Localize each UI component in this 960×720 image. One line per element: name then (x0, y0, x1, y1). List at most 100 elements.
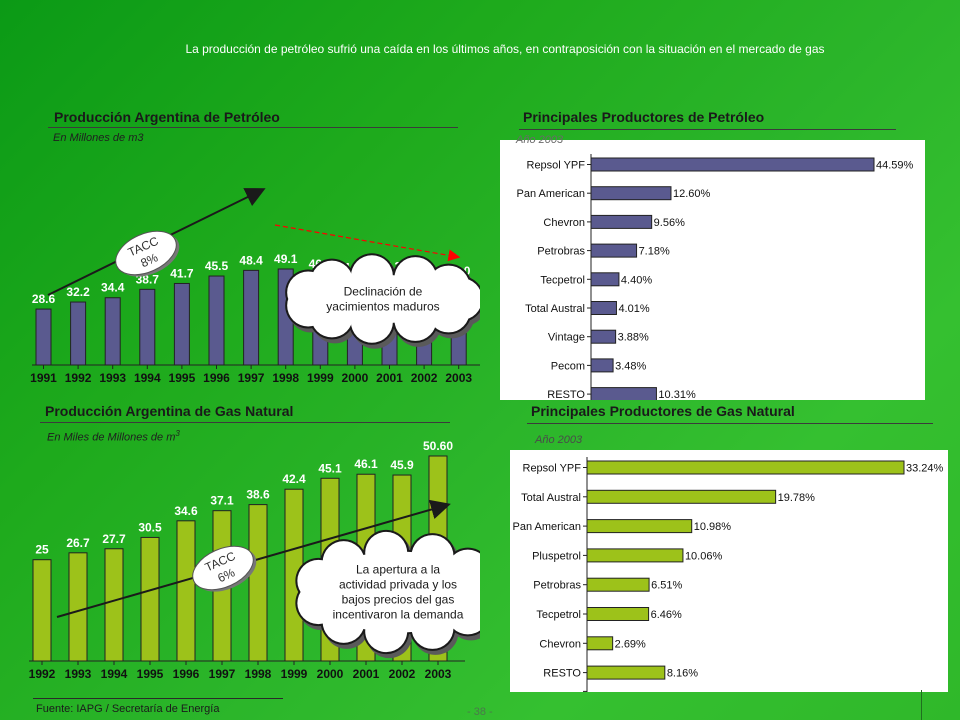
gas-production-subtitle: En Miles de Millones de m3 (47, 429, 180, 444)
category-label-tecpetrol: Tecpetrol (540, 274, 585, 286)
data-label-1993: 34.4 (101, 281, 125, 295)
category-label-petrobras: Petrobras (533, 580, 581, 592)
hbar-resto (586, 665, 666, 680)
x-tick-label-1997: 1997 (238, 371, 265, 385)
hbar-resto (590, 387, 657, 400)
data-label-2003: 50.60 (423, 439, 453, 453)
x-tick-label-2003: 2003 (445, 371, 472, 385)
hbar-total-austral (586, 489, 777, 504)
hbar-tecpetrol (590, 272, 620, 287)
category-label-pluspetrol: Pluspetrol (532, 550, 581, 562)
data-label-1998: 38.6 (246, 488, 270, 502)
x-tick-label-2001: 2001 (353, 667, 380, 681)
value-label-pluspetrol: 10.06% (685, 550, 723, 562)
bar-1995 (140, 536, 160, 662)
gas-producers-title: Principales Productores de Gas Natural (531, 403, 795, 419)
oil-decline-callout-text-line: yacimientos maduros (326, 300, 439, 314)
x-tick-label-1992: 1992 (65, 371, 92, 385)
oil-production-subtitle: En Millones de m3 (53, 132, 144, 144)
data-label-1992: 25 (35, 543, 49, 557)
value-label-petrobras: 6.51% (651, 580, 682, 592)
category-label-pan-american: Pan American (513, 521, 581, 533)
oil-production-chart: 28.6199132.2199234.4199338.7199441.71995… (30, 188, 480, 385)
gas-production-title-rule (40, 422, 450, 423)
gas-demand-callout-text-line: bajos precios del gas (342, 593, 455, 607)
value-label-pan-american: 10.98% (694, 521, 732, 533)
gas-producers-chart: Repsol YPF 33.24% Total Austral 19.78% Pan A… (513, 457, 944, 692)
bar-1995 (173, 282, 190, 366)
x-tick-label-2002: 2002 (411, 371, 438, 385)
footer-source: Fuente: IAPG / Secretaría de Energía (36, 703, 220, 715)
page-number: - 38 - (467, 706, 493, 718)
value-label-total-austral: 4.01% (618, 303, 649, 315)
x-tick-label-2001: 2001 (376, 371, 403, 385)
bar-1994 (104, 548, 124, 662)
value-label-tecpetrol: 4.40% (621, 274, 652, 286)
value-label-vintage: 3.88% (618, 332, 649, 344)
value-label-petrobras: 7.18% (639, 246, 670, 258)
bar-1998 (248, 504, 268, 662)
category-label-total-austral: Total Austral (521, 492, 581, 504)
category-label-total-austral: Total Austral (525, 303, 585, 315)
oil-tacc-badge-value: 8% (138, 250, 160, 270)
gas-producers-subtitle: Año 2003 (535, 434, 583, 446)
hbar-petrobras (590, 243, 638, 258)
data-label-2001: 46.1 (354, 457, 378, 471)
bar-1991 (35, 308, 52, 366)
value-label-pecom: 3.48% (615, 360, 646, 372)
gas-demand-callout-text-line: incentivaron la demanda (333, 608, 464, 622)
data-label-1992: 32.2 (66, 285, 90, 299)
x-tick-label-1996: 1996 (203, 371, 230, 385)
data-label-1993: 26.7 (66, 536, 90, 550)
data-label-1997: 37.1 (210, 494, 234, 508)
gas-production-chart: 25 1992 26.7 1993 27.7 1994 30.5 1995 34.6 1996 37… (29, 439, 480, 681)
oil-production-title: Producción Argentina de Petróleo (54, 109, 280, 125)
x-tick-label-1999: 1999 (307, 371, 334, 385)
gas-demand-callout-text-line: actividad privada y los (339, 578, 457, 592)
hbar-pecom (590, 358, 614, 373)
hbar-total-austral (590, 301, 617, 315)
bar-1994 (139, 288, 156, 366)
category-label-repsol-ypf: Repsol YPF (527, 160, 586, 172)
x-tick-label-1998: 1998 (245, 667, 272, 681)
corner-divider (921, 690, 922, 720)
oil-production-title-rule (48, 127, 458, 128)
data-label-2000: 45.1 (318, 461, 342, 475)
oil-producers-chart: Repsol YPF 44.59% Pan American 12.60% Chevro… (517, 154, 914, 400)
data-label-1997: 48.4 (239, 253, 263, 267)
bar-1996 (176, 520, 196, 662)
data-label-2002: 45.9 (390, 458, 414, 472)
oil-decline-trend-arrow (274, 224, 461, 262)
x-tick-label-1996: 1996 (173, 667, 200, 681)
bar-1993 (68, 552, 88, 662)
x-tick-label-1993: 1993 (99, 371, 126, 385)
bar-1992 (32, 559, 52, 662)
bar-1993 (104, 297, 121, 366)
value-label-chevron: 9.56% (654, 217, 685, 229)
hbar-petrobras (586, 577, 650, 592)
footer-rule (33, 698, 283, 699)
hbar-pan-american (586, 519, 693, 534)
oil-producers-panel (500, 140, 925, 400)
gas-production-title: Producción Argentina de Gas Natural (45, 403, 294, 419)
data-label-1998: 49.1 (274, 252, 298, 266)
x-tick-label-1993: 1993 (65, 667, 92, 681)
x-tick-label-1991: 1991 (30, 371, 57, 385)
x-tick-label-1999: 1999 (281, 667, 308, 681)
hbar-chevron (586, 636, 614, 651)
x-tick-label-1994: 1994 (134, 371, 161, 385)
value-label-repsol-ypf: 44.59% (876, 160, 914, 172)
hbar-tecpetrol (586, 607, 650, 621)
headline: La producción de petróleo sufrió una caí… (185, 42, 825, 56)
value-label-pan-american: 12.60% (673, 188, 711, 200)
bar-1997 (243, 269, 260, 366)
hbar-repsol-ypf (590, 157, 875, 172)
category-label-resto: RESTO (547, 389, 585, 400)
hbar-pluspetrol (586, 548, 684, 563)
value-label-resto: 8.16% (667, 668, 698, 680)
value-label-resto: 10.31% (658, 389, 696, 400)
x-tick-label-1998: 1998 (272, 371, 299, 385)
